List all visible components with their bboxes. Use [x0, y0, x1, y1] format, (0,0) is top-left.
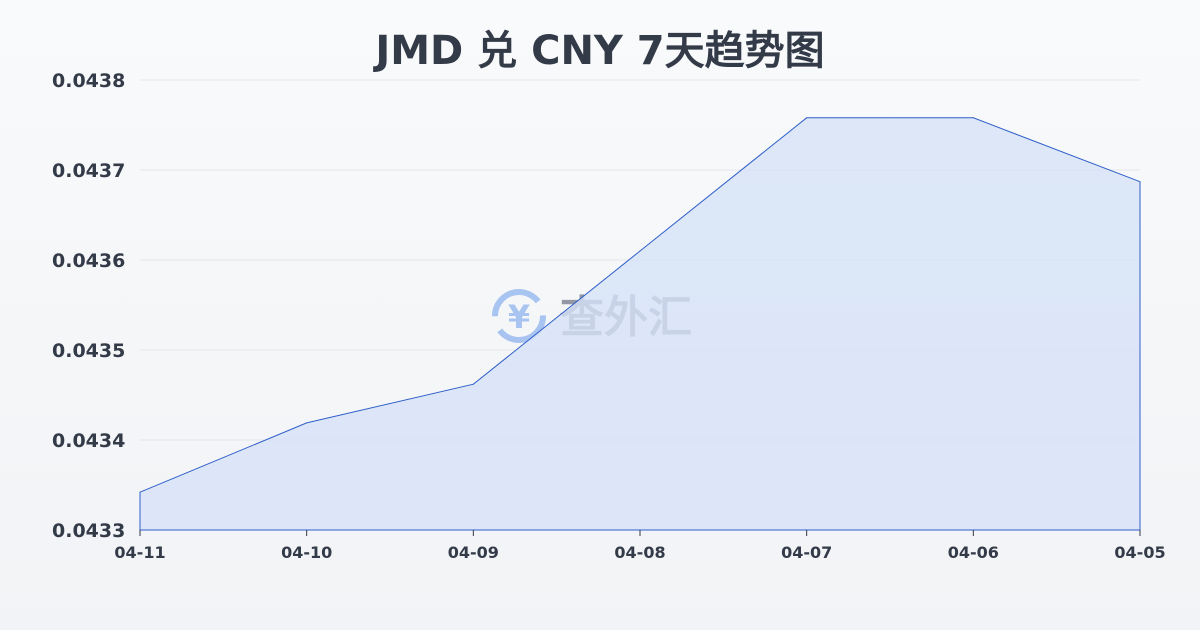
area-fill [140, 117, 1140, 531]
chart-title: JMD 兑 CNY 7天趋势图 [375, 28, 825, 74]
svg-text:¥: ¥ [508, 298, 530, 336]
x-tick-label: 04-07 [781, 543, 832, 562]
y-tick-label: 0.0435 [52, 340, 125, 362]
x-tick-label: 04-08 [614, 543, 665, 562]
data-point [806, 117, 808, 119]
y-tick-label: 0.0434 [52, 430, 125, 452]
y-tick-label: 0.0433 [52, 520, 125, 542]
yen-exchange-icon: ¥ [492, 289, 546, 343]
data-point [472, 383, 474, 385]
data-point [306, 422, 308, 424]
x-tick-label: 04-06 [948, 543, 999, 562]
y-tick-label: 0.0436 [52, 250, 125, 272]
x-tick-label: 04-10 [281, 543, 332, 562]
x-tick-label: 04-05 [1114, 543, 1165, 562]
x-tick-label: 04-09 [448, 543, 499, 562]
data-point [139, 491, 141, 493]
data-point [972, 117, 974, 119]
data-point [639, 250, 641, 252]
x-tick-label: 04-11 [114, 543, 165, 562]
data-point [1139, 181, 1141, 183]
y-tick-label: 0.0438 [52, 70, 125, 92]
y-tick-label: 0.0437 [52, 160, 125, 182]
